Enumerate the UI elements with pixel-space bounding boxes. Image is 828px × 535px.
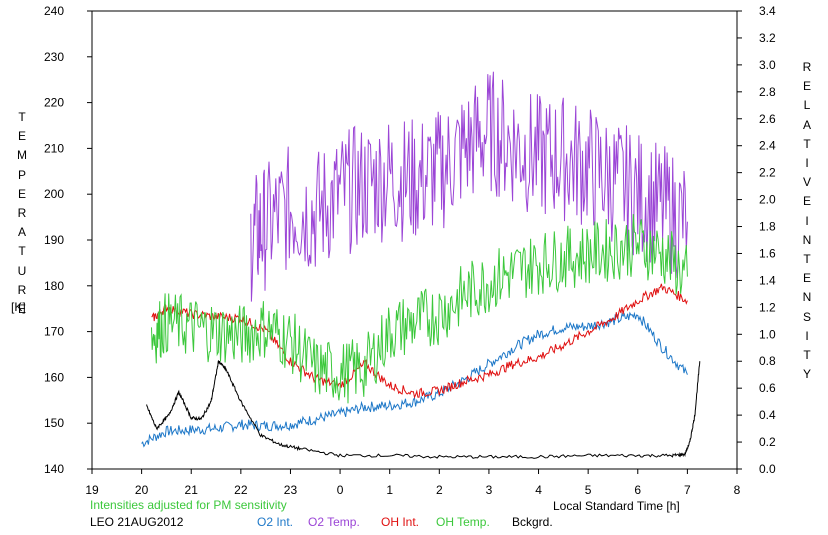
- legend-oh-int: OH Int.: [381, 515, 420, 529]
- left-title-letter: E: [17, 129, 26, 144]
- x-tick-label: 22: [234, 483, 248, 497]
- y-left-tick-label: 180: [44, 279, 64, 293]
- series-line-oh-int: [151, 283, 688, 399]
- y-right-tick-label: 2.4: [759, 139, 776, 153]
- x-tick-label: 3: [486, 483, 493, 497]
- y-left-tick-label: 220: [44, 96, 64, 110]
- left-title-letter: R: [17, 206, 27, 221]
- y-left-tick-label: 210: [44, 141, 64, 155]
- right-title-letter: I: [805, 213, 809, 228]
- right-title-letter: N: [802, 232, 812, 247]
- y-right-tick-label: 3.2: [759, 31, 776, 45]
- x-tick-label: 21: [185, 483, 199, 497]
- left-title-letter: A: [17, 225, 26, 240]
- y-left-tick-label: 190: [44, 233, 64, 247]
- right-title-letter: T: [803, 252, 811, 267]
- left-title-letter: T: [18, 110, 26, 124]
- y-left-tick-label: 170: [44, 325, 64, 339]
- y-right-tick-label: 3.4: [759, 4, 776, 18]
- y-left-tick-label: 240: [44, 4, 64, 18]
- legend-bckgrd: Bckgrd.: [512, 515, 553, 529]
- y-right-tick-label: 0.0: [759, 462, 776, 476]
- y-left-tick-label: 230: [44, 50, 64, 64]
- series-line-oh-temp: [151, 214, 688, 404]
- right-title-letter: L: [803, 98, 811, 113]
- y-right-tick-label: 3.0: [759, 58, 776, 72]
- x-tick-label: 5: [585, 483, 592, 497]
- x-tick-label: 19: [85, 483, 99, 497]
- right-title-letter: N: [802, 290, 812, 305]
- y-right-tick-label: 0.6: [759, 381, 776, 395]
- right-title-letter: I: [805, 328, 809, 343]
- series-line-o2-temp: [250, 71, 688, 302]
- x-tick-label: 23: [284, 483, 298, 497]
- legend-oh-temp: OH Temp.: [436, 515, 490, 529]
- y-right-tick-label: 1.0: [759, 327, 776, 341]
- y-left-tick-label: 160: [44, 370, 64, 384]
- right-title-letter: I: [805, 156, 809, 171]
- right-title-letter: E: [802, 271, 811, 286]
- pm-sensitivity-note: Intensities adjusted for PM sensitivity: [90, 498, 287, 512]
- x-tick-label: 0: [337, 483, 344, 497]
- left-title-letter: M: [17, 148, 27, 163]
- left-axis-unit: [K]: [11, 300, 26, 314]
- right-title-letter: E: [802, 194, 811, 209]
- y-right-tick-label: 1.8: [759, 220, 776, 234]
- y-right-tick-label: 1.2: [759, 300, 776, 314]
- left-y-axis: 140 150 160 170 180 190 200 210 220 230 240: [44, 4, 92, 476]
- x-tick-label: 2: [436, 483, 443, 497]
- left-title-letter: P: [17, 167, 26, 182]
- left-title-letter: R: [17, 282, 27, 297]
- y-right-tick-label: 0.8: [759, 354, 776, 368]
- right-title-letter: Y: [802, 367, 811, 382]
- y-left-tick-label: 140: [44, 462, 64, 476]
- x-tick-label: 20: [135, 483, 149, 497]
- right-y-axis: 0.0 0.2 0.4 0.6 0.8 1.0 1.2 1.4 1.6 1.8 2.0 2.2 2.4 2…: [737, 4, 776, 476]
- right-title-letter: V: [802, 175, 811, 190]
- y-right-tick-label: 2.8: [759, 85, 776, 99]
- right-title-letter: R: [802, 60, 812, 74]
- right-title-letter: T: [803, 136, 811, 151]
- station-date: LEO 21AUG2012: [90, 515, 184, 529]
- y-right-tick-label: 2.2: [759, 166, 776, 180]
- x-tick-label: 1: [386, 483, 393, 497]
- right-title-letter: E: [802, 79, 811, 94]
- legend-o2-temp: O2 Temp.: [308, 515, 360, 529]
- y-right-tick-label: 0.4: [759, 408, 776, 422]
- y-left-tick-label: 200: [44, 187, 64, 201]
- x-tick-label: 4: [535, 483, 542, 497]
- left-title-letter: E: [17, 186, 26, 201]
- series-line-bckgrd: [146, 360, 701, 459]
- x-axis: 19 20 21 22 23 0 1 2 3 4 5 6 7 8: [85, 469, 741, 497]
- left-title-letter: U: [17, 263, 27, 278]
- y-right-tick-label: 1.6: [759, 246, 776, 260]
- y-right-tick-label: 2.6: [759, 112, 776, 126]
- right-title-letter: T: [803, 348, 811, 363]
- y-right-tick-label: 2.0: [759, 193, 776, 207]
- right-title-letter: S: [802, 309, 811, 324]
- x-tick-label: 8: [734, 483, 741, 497]
- y-left-tick-label: 150: [44, 416, 64, 430]
- right-title-letter: A: [802, 117, 811, 132]
- y-right-tick-label: 1.4: [759, 273, 776, 287]
- x-tick-label: 7: [684, 483, 691, 497]
- y-right-tick-label: 0.2: [759, 435, 776, 449]
- left-title-letter: T: [18, 244, 26, 259]
- left-title-letter: E: [17, 302, 26, 317]
- x-tick-label: 6: [634, 483, 641, 497]
- legend-o2-int: O2 Int.: [257, 515, 294, 529]
- series-layer: [141, 71, 701, 459]
- x-axis-label: Local Standard Time [h]: [553, 499, 680, 513]
